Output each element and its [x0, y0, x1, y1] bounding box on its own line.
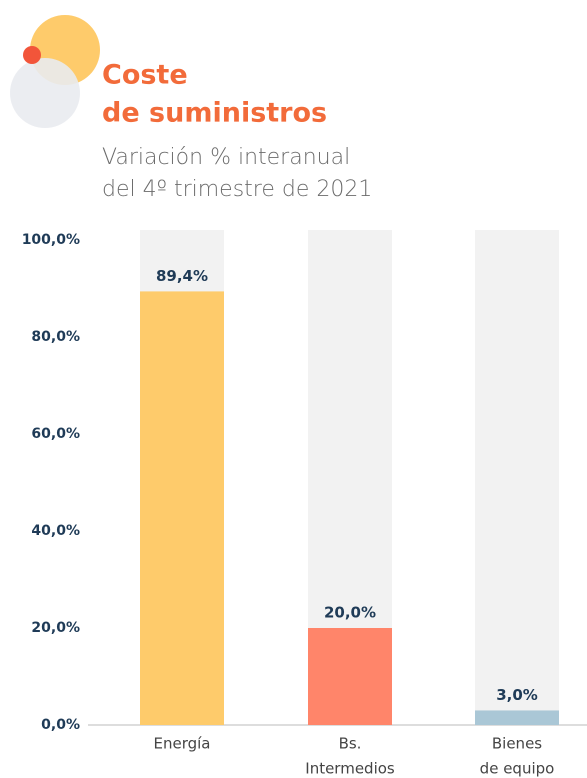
y-tick-label: 60,0% [31, 426, 80, 442]
y-tick-label: 20,0% [31, 620, 80, 636]
bar [140, 291, 224, 725]
x-tick-label: Bs. [339, 735, 362, 753]
chart-title: de suministros [102, 98, 327, 129]
chart-subtitle: Variación % interanual [102, 145, 350, 170]
chart-subtitle: del 4º trimestre de 2021 [102, 177, 372, 202]
bar [475, 710, 559, 725]
chart-title: Coste [102, 60, 188, 91]
value-label: 20,0% [324, 604, 376, 622]
value-label: 89,4% [156, 267, 208, 285]
bar-background [475, 230, 559, 725]
bar [308, 628, 392, 725]
x-tick-label: Bienes [492, 735, 542, 753]
y-tick-label: 0,0% [41, 717, 80, 733]
x-tick-label: de equipo [480, 760, 555, 778]
value-label: 3,0% [496, 686, 538, 704]
decor-dot [23, 46, 41, 64]
y-tick-label: 80,0% [31, 329, 80, 345]
y-tick-label: 40,0% [31, 523, 80, 539]
x-tick-label: Intermedios [305, 760, 395, 778]
y-tick-label: 100,0% [22, 232, 80, 248]
decor-circle [10, 58, 80, 128]
x-tick-label: Energía [154, 735, 211, 753]
